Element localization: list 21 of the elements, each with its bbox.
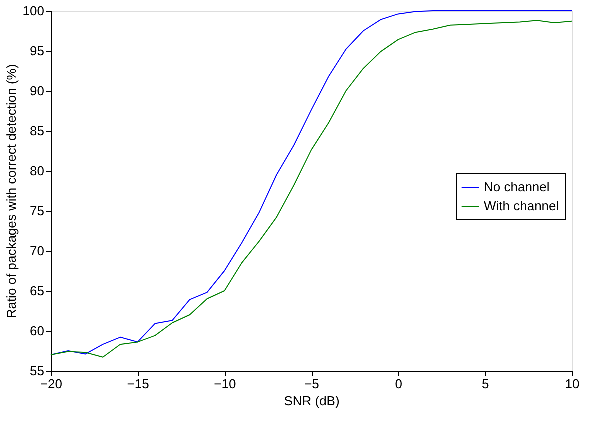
y-tick-label: 60 [30, 324, 44, 338]
y-tick-label: 70 [30, 244, 44, 258]
x-tick-label: −15 [127, 376, 150, 392]
legend-label: With channel [484, 198, 560, 214]
x-tick-label: −5 [304, 376, 320, 392]
y-tick-label: 90 [30, 84, 44, 98]
x-tick-label: −20 [40, 376, 63, 392]
x-axis-title: SNR (dB) [284, 394, 340, 408]
x-tick-label: 5 [482, 376, 490, 392]
y-tick-label: 85 [30, 124, 44, 138]
y-tick-label: 95 [30, 44, 44, 58]
y-axis-title: Ratio of packages with correct detection (%) [4, 64, 19, 319]
y-tick-label: 100 [22, 4, 44, 18]
legend-label: No channel [484, 180, 550, 194]
x-tick-label: 0 [395, 376, 402, 392]
y-tick-label: 80 [30, 164, 44, 178]
y-tick-label: 75 [30, 204, 44, 218]
y-tick-label: 65 [30, 284, 44, 298]
y-tick-label: 55 [30, 364, 44, 378]
x-tick-label: 10 [565, 376, 580, 392]
x-tick-label: −10 [214, 376, 236, 392]
